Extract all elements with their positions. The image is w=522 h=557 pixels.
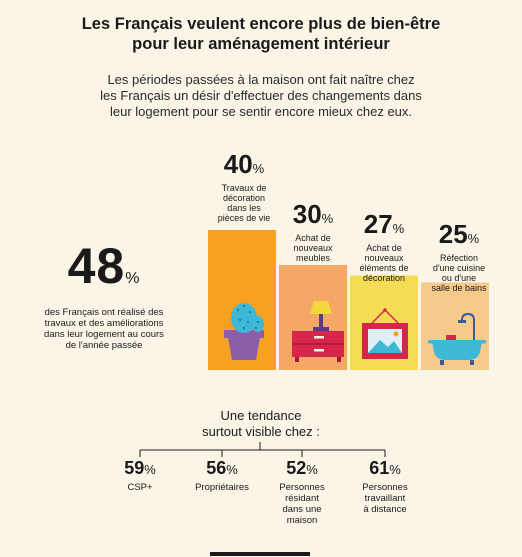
cactus-pot-icon [224, 303, 264, 360]
infographic-title: Les Français veulent encore plus de bien… [0, 14, 522, 54]
bottom-divider [210, 552, 310, 556]
bar-category-3: Achat de nouveaux éléments de décoration [359, 243, 409, 283]
bar-label-4: 25% Réfection d'une cuisine ou d'une sal… [418, 220, 500, 293]
trend-item-house: 52% Personnes résidant dans une maison [257, 458, 347, 526]
headline-text: des Français ont réalisé des travaux et … [44, 307, 164, 351]
bar-category-2: Achat de nouveaux meubles [293, 233, 333, 263]
title-line-1: Les Français veulent encore plus de bien… [81, 15, 441, 33]
trend-title: Une tendance surtout visible chez : [202, 408, 320, 439]
bar-label-2: 30% Achat de nouveaux meubles [278, 200, 348, 263]
bar-value-3: 27% [363, 209, 405, 239]
bathtub-icon [428, 312, 486, 365]
bar-label-3: 27% Achat de nouveaux éléments de décora… [348, 210, 420, 283]
subtitle-line-3: leur logement pour se sentir encore mieu… [109, 104, 413, 119]
bar-value-1: 40% [223, 149, 265, 179]
bar-category-4: Réfection d'une cuisine ou d'une salle d… [431, 253, 487, 293]
title-line-2: pour leur aménagement intérieur [132, 35, 390, 53]
trend-item-owners: 56% Propriétaires [177, 458, 267, 493]
trend-label-house: Personnes résidant dans une maison [279, 482, 325, 526]
trend-value-house: 52% [286, 458, 318, 478]
framed-picture-icon [362, 308, 408, 359]
trend-item-csp: 59% CSP+ [95, 458, 185, 493]
bar-value-4: 25% [438, 219, 480, 249]
bar-value-2: 30% [292, 199, 334, 229]
subtitle-line-2: les Français un désir d'effectuer des ch… [100, 88, 422, 103]
subtitle-line-1: Les périodes passées à la maison ont fai… [107, 72, 415, 87]
infographic-subtitle: Les périodes passées à la maison ont fai… [0, 72, 522, 120]
trend-value-csp: 59% [124, 458, 156, 478]
headline-stat: 48% des Français ont réalisé des travaux… [24, 240, 184, 351]
headline-value: 48% [67, 238, 141, 294]
trend-value-remote: 61% [369, 458, 401, 478]
trend-label-owners: Propriétaires [195, 482, 249, 493]
trend-value-owners: 56% [206, 458, 238, 478]
lamp-nightstand-icon [292, 301, 344, 362]
trend-label-csp: CSP+ [127, 482, 153, 493]
trend-item-remote: 61% Personnes travaillant à distance [340, 458, 430, 515]
trend-connector-lines [139, 442, 386, 457]
bar-label-1: 40% Travaux de décoration dans les pièce… [205, 150, 283, 223]
trend-label-remote: Personnes travaillant à distance [362, 482, 408, 515]
bar-category-1: Travaux de décoration dans les pièces de… [217, 183, 271, 223]
